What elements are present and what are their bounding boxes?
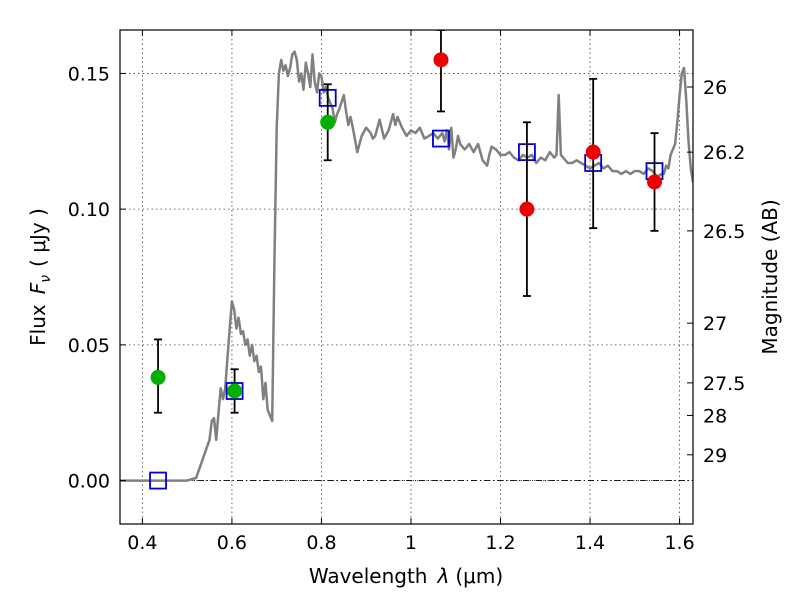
data-point xyxy=(585,144,601,160)
x-tick-label: 1.4 xyxy=(575,532,605,554)
magnitude-tick-label: 26 xyxy=(703,77,727,99)
data-point xyxy=(519,201,535,217)
data-point xyxy=(647,174,663,190)
magnitude-tick-label: 26.2 xyxy=(703,142,745,164)
y-axis-label: Flux Fν ( μJy ) xyxy=(26,208,54,346)
model-photometry-square xyxy=(432,129,450,148)
x-tick-labels: 0.4 0.6 0.8 1 1.2 1.4 1.6 xyxy=(127,532,694,554)
x-tick-label: 1.2 xyxy=(485,532,515,554)
y-axis-label-prefix: Flux xyxy=(26,304,50,346)
x-axis-label: Wavelength λ (μm) xyxy=(309,564,503,588)
y-tick-label: 0.00 xyxy=(68,471,110,493)
x-axis-label-symbol: λ xyxy=(437,564,450,588)
y-tick-labels: 0.00 0.05 0.10 0.15 xyxy=(68,63,110,492)
y-tick-label: 0.05 xyxy=(68,335,110,357)
axis-ticks xyxy=(120,30,693,524)
y-tick-label: 0.10 xyxy=(68,199,110,221)
y-tick-label: 0.15 xyxy=(68,63,110,85)
y-axis-label-subscript: ν xyxy=(38,275,54,283)
magnitude-tick-label: 29 xyxy=(703,445,727,467)
data-point xyxy=(150,369,166,385)
magnitude-tick-label: 28 xyxy=(703,405,727,427)
magnitude-tick-labels: 26 26.2 26.5 27 27.5 28 29 xyxy=(703,77,745,467)
plot-area xyxy=(120,30,693,490)
x-axis-label-prefix: Wavelength xyxy=(309,564,428,588)
x-tick-label: 0.4 xyxy=(127,532,157,554)
magnitude-tick-label: 27 xyxy=(703,313,727,335)
magnitude-axis-label: Magnitude (AB) xyxy=(758,199,782,354)
magnitude-tick-label: 27.5 xyxy=(703,373,745,395)
x-axis-label-unit: (μm) xyxy=(455,564,503,588)
y-axis-label-unit: ( μJy ) xyxy=(26,208,50,267)
data-point xyxy=(320,114,336,130)
model-photometry-square xyxy=(149,471,167,490)
x-tick-label: 0.6 xyxy=(217,532,247,554)
magnitude-tick-label: 26.5 xyxy=(703,221,745,243)
observed-points xyxy=(150,52,663,399)
y-axis-label-symbol: F xyxy=(26,282,50,294)
plot-frame xyxy=(119,29,694,525)
x-tick-label: 1 xyxy=(405,532,417,554)
data-point xyxy=(227,383,243,399)
x-tick-label: 0.8 xyxy=(306,532,336,554)
data-point xyxy=(433,52,449,68)
x-tick-label: 1.6 xyxy=(664,532,694,554)
